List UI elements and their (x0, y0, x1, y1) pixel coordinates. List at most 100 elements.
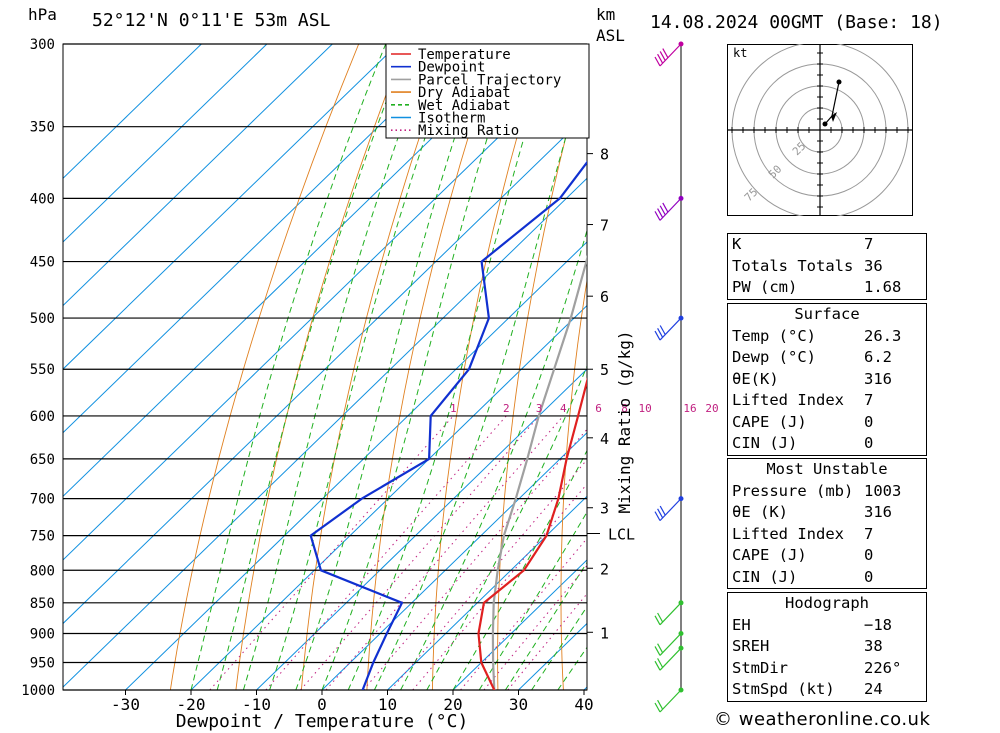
index-label: θE(K) (732, 369, 779, 388)
isotherm-line (63, 44, 333, 307)
mixing-ratio-label: 8 (621, 402, 628, 415)
wind-barb-flag (659, 205, 666, 216)
dry-adiabat-line (366, 44, 499, 690)
surface-row: Lifted Index 7 (728, 390, 926, 412)
wind-barb-flag (662, 202, 669, 213)
x-axis-title: Dewpoint / Temperature (°C) (176, 711, 469, 732)
wind-barb-flag (657, 53, 664, 64)
isotherm-line (63, 44, 202, 180)
hodograph-title: Hodograph (785, 594, 869, 612)
surface-title: Surface (794, 305, 860, 323)
wind-barb-staff (659, 197, 682, 221)
index-value: 0 (864, 567, 874, 586)
dewpoint-line (309, 160, 587, 690)
surface-row: θE(K) 316 (728, 369, 926, 391)
wind-barb-staff (659, 498, 682, 522)
index-label: K (732, 235, 742, 253)
wind-barb-flag (657, 699, 664, 710)
credit-text[interactable]: © weatheronline.co.uk (714, 709, 931, 730)
hodograph-point (836, 79, 842, 85)
hodograph-axes (727, 44, 913, 216)
hodograph-unit: kt (733, 46, 747, 60)
km-tick-label: 2 (600, 560, 609, 578)
wind-barb-flag (657, 208, 664, 218)
wind-barb-flag (654, 646, 661, 656)
legend-box (385, 43, 590, 139)
index-value: 7 (864, 235, 874, 253)
wet-adiabat-line (347, 44, 554, 690)
index-label: Pressure (mb) (732, 481, 854, 500)
legend-label: Dewpoint (418, 60, 485, 76)
mixing-ratio-line (300, 415, 540, 690)
isotherm-line (63, 44, 399, 370)
mixing-ratio-label: 4 (560, 402, 567, 415)
mixing-ratio-axis-title: Mixing Ratio (g/kg) (615, 330, 634, 513)
index-value: 26.3 (864, 326, 902, 345)
surface-row: CAPE (J) 0 (728, 412, 926, 434)
temp-tick-label: -30 (111, 695, 140, 714)
pressure-tick-label: 800 (30, 563, 55, 579)
mixing-ratio-line (363, 428, 587, 690)
wind-barb-flag (657, 658, 664, 668)
wind-barb-staff (659, 317, 682, 341)
surface-row: Dewp (°C) 6.2 (728, 347, 926, 369)
index-value: 316 (864, 503, 892, 521)
wind-barb-flag (659, 325, 666, 335)
index-value: 1003 (864, 481, 902, 500)
pressure-tick-label: 750 (30, 529, 55, 545)
legend-label: Temperature (418, 47, 511, 63)
height-unit-asl: ASL (596, 26, 625, 45)
surface-panel: Surface Temp (°C) 26.3 Dewp (°C) 6.2 θE(K)… (727, 303, 927, 456)
isotherm-line (256, 368, 587, 690)
mixing-ratio-label: 16 (683, 402, 696, 415)
index-label: CAPE (J) (732, 412, 807, 431)
mixing-ratio-label: 1 (450, 402, 457, 415)
isotherm-line (63, 44, 464, 434)
index-label: Totals Totals (732, 256, 854, 275)
temp-tick-label: -10 (242, 695, 271, 714)
temp-tick-label: -20 (177, 695, 206, 714)
isotherm-line (63, 50, 587, 561)
legend-label: Dry Adiabat (418, 85, 511, 101)
km-tick-label: 7 (600, 217, 609, 235)
index-value: 24 (864, 680, 883, 698)
wet-adiabat-line (321, 44, 518, 690)
height-unit-km: km (596, 5, 615, 24)
pressure-tick-label: 1000 (21, 683, 55, 699)
wind-barb-flag (657, 327, 664, 338)
isotherm-line (63, 44, 268, 243)
legend-label: Isotherm (418, 111, 485, 127)
wet-adiabat-line (242, 44, 433, 690)
index-value: 0 (864, 546, 874, 564)
wind-barb-staff (659, 602, 682, 626)
sounding-series (309, 160, 587, 690)
wind-barb-staff (659, 647, 682, 671)
index-value: 0 (864, 434, 874, 452)
wind-barb-flag (654, 615, 661, 626)
pressure-tick-label: 400 (30, 191, 55, 207)
index-label: CAPE (J) (732, 546, 807, 564)
pressure-tick-label: 450 (30, 255, 55, 271)
hodo-row: StmSpd (kt) 24 (728, 679, 926, 701)
index-label: Temp (°C) (732, 326, 816, 345)
hodo-row: StmDir 226° (728, 658, 926, 680)
mixing-ratio-label: 20 (705, 402, 718, 415)
pressure-tick-label: 600 (30, 409, 55, 425)
temp-tick-label: 10 (378, 695, 397, 714)
mu-row: Pressure (mb) 1003 (728, 481, 926, 503)
isotherm-line (125, 241, 587, 690)
dry-adiabat-line (682, 44, 730, 690)
temp-tick-label: 0 (317, 695, 327, 714)
pressure-tick-label: 500 (30, 311, 55, 327)
index-label: EH (732, 615, 751, 634)
km-tick-label: 5 (600, 361, 609, 379)
pressure-tick-label: 350 (30, 120, 55, 136)
index-value: 1.68 (864, 278, 902, 296)
mixing-ratio-label: 6 (595, 402, 602, 415)
pressure-tick-label: 700 (30, 492, 55, 508)
km-tick-label: 4 (600, 430, 609, 448)
index-value: 7 (864, 391, 874, 409)
